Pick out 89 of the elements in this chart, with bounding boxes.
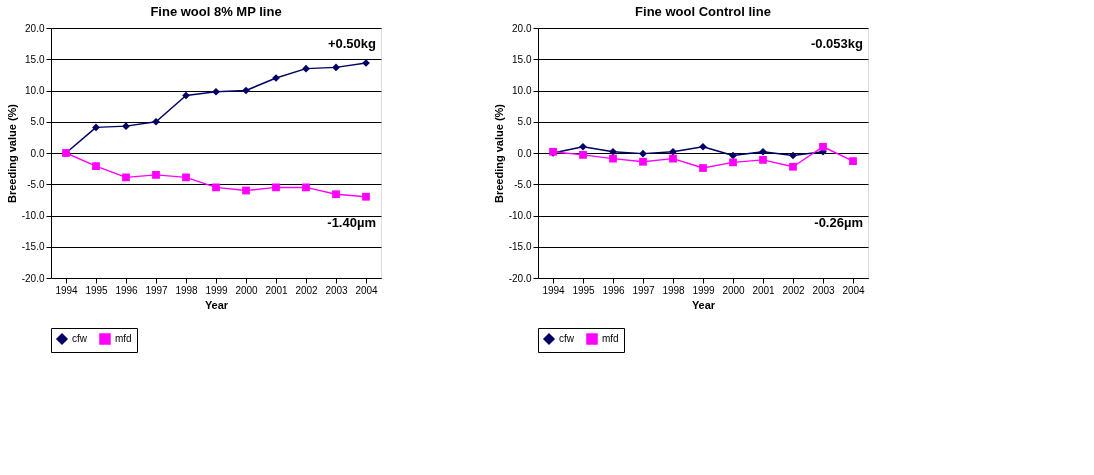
annotation: -0.053kg — [810, 35, 864, 51]
x-tick-label: 1994 — [542, 284, 566, 296]
point — [212, 183, 220, 192]
point — [819, 142, 827, 151]
x-tick-label: 1999 — [205, 284, 229, 296]
point — [362, 192, 370, 201]
y-tick-label: -10.0 — [508, 210, 532, 221]
point — [92, 123, 100, 132]
point — [789, 162, 797, 171]
y-tick-label: 15.0 — [512, 53, 532, 65]
y-tick-label: 15.0 — [25, 53, 45, 65]
point — [639, 157, 647, 166]
point — [759, 156, 767, 164]
point — [669, 147, 677, 156]
y-tick-label: 5.0 — [30, 116, 45, 128]
y-tick-label: 0.0 — [30, 147, 45, 159]
x-tick-label: 2004 — [355, 284, 379, 296]
y-tick-label: 5.0 — [517, 116, 532, 128]
y-tick-label: -20.0 — [21, 272, 45, 284]
y-tick-label: -15.0 — [21, 241, 45, 253]
legend-label: cfw — [72, 333, 88, 344]
x-tick-label: 2001 — [265, 284, 289, 296]
point — [272, 183, 280, 192]
chart-title: Fine wool Control line — [635, 4, 771, 19]
x-tick-label: 1999 — [692, 284, 716, 296]
x-tick-label: 1995 — [572, 284, 596, 296]
point — [579, 142, 587, 151]
point — [242, 186, 250, 195]
point — [152, 171, 160, 179]
y-tick-label: 20.0 — [25, 22, 45, 34]
x-tick-label: 1997 — [632, 284, 656, 296]
point — [92, 162, 100, 170]
x-tick-label: 2003 — [325, 284, 349, 296]
annotation: -0.26µm — [814, 215, 863, 230]
x-tick-label: 1996 — [115, 284, 139, 296]
point — [302, 183, 310, 192]
point — [242, 86, 250, 95]
point — [669, 154, 677, 163]
y-tick-label: 10.0 — [25, 85, 45, 96]
legend-label: cfw — [559, 333, 575, 344]
x-tick-label: 2000 — [722, 284, 746, 296]
y-tick-label: -5.0 — [514, 178, 532, 190]
x-tick-label: 1995 — [85, 284, 109, 296]
point — [789, 151, 797, 160]
y-tick-label: -10.0 — [21, 210, 45, 221]
point — [759, 147, 767, 156]
y-axis-title: Breeding value (%) — [492, 103, 505, 204]
x-tick-label: 2002 — [782, 284, 806, 296]
y-tick-label: 20.0 — [512, 22, 532, 34]
x-axis-title: Year — [691, 298, 716, 311]
chart-title: Fine wool 8% MP line — [150, 4, 282, 19]
point — [609, 147, 617, 156]
x-tick-label: 2004 — [842, 284, 866, 296]
point — [182, 91, 190, 100]
point — [182, 173, 190, 182]
point — [212, 87, 220, 96]
point — [699, 142, 707, 151]
y-axis-title: Breeding value (%) — [5, 103, 18, 204]
y-tick-label: 0.0 — [517, 147, 532, 159]
point — [332, 63, 340, 72]
x-axis-title: Year — [204, 298, 229, 311]
annotation: -1.40µm — [327, 215, 376, 230]
point — [579, 151, 587, 159]
x-tick-label: 2000 — [235, 284, 259, 296]
x-tick-label: 1998 — [175, 284, 199, 296]
point — [729, 151, 737, 160]
x-tick-label: 1997 — [145, 284, 169, 296]
annotation: +0.50kg — [327, 35, 377, 51]
point — [332, 190, 340, 199]
point — [302, 64, 310, 73]
y-tick-label: -15.0 — [508, 241, 532, 253]
y-tick-label: -20.0 — [508, 272, 532, 284]
legend-label: mfd — [602, 333, 619, 344]
point — [849, 157, 857, 165]
x-tick-label: 1994 — [55, 284, 79, 296]
x-tick-label: 2002 — [295, 284, 319, 296]
point — [699, 164, 707, 172]
x-tick-label: 2003 — [812, 284, 836, 296]
y-tick-label: -5.0 — [27, 178, 45, 190]
x-tick-label: 1996 — [602, 284, 626, 296]
x-tick-label: 2001 — [752, 284, 776, 296]
point — [639, 149, 647, 158]
point — [152, 117, 160, 126]
y-tick-label: 10.0 — [512, 85, 532, 96]
point — [122, 173, 130, 182]
point — [729, 158, 737, 167]
x-tick-label: 1998 — [662, 284, 686, 296]
legend-label: mfd — [115, 333, 132, 344]
point — [609, 154, 617, 163]
